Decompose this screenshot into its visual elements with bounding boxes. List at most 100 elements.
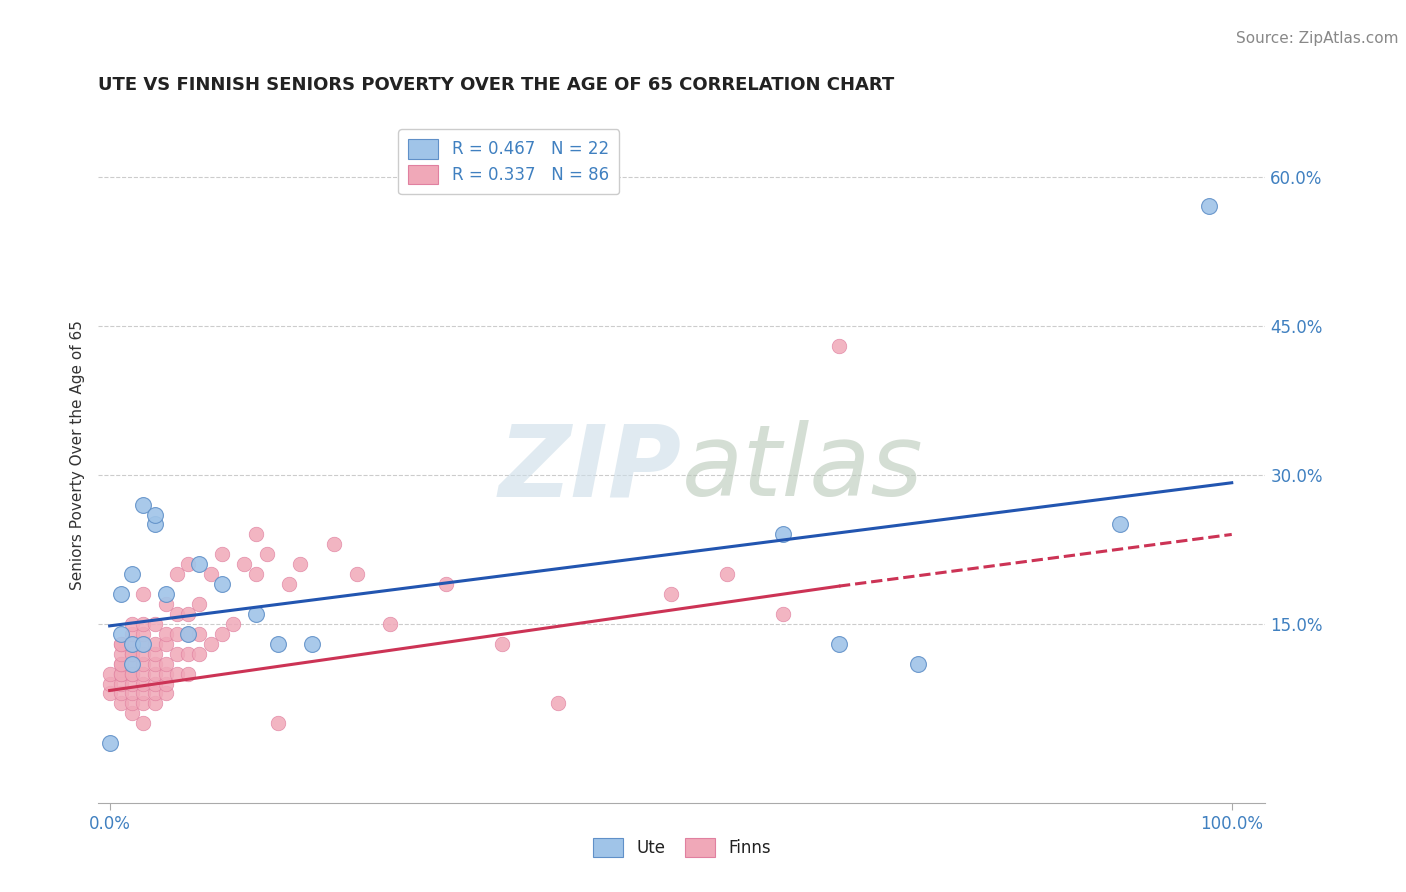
Point <box>155 597 177 611</box>
Point <box>245 527 267 541</box>
Point <box>222 616 245 631</box>
Point <box>143 666 166 681</box>
Point <box>267 637 290 651</box>
Point <box>132 676 155 690</box>
Point <box>143 637 166 651</box>
Point <box>716 567 738 582</box>
Point <box>188 627 211 641</box>
Point <box>143 686 166 700</box>
Point <box>211 577 233 591</box>
Point <box>121 637 143 651</box>
Point <box>1108 517 1130 532</box>
Text: Source: ZipAtlas.com: Source: ZipAtlas.com <box>1236 31 1399 46</box>
Point <box>188 597 211 611</box>
Point <box>121 657 143 671</box>
Point <box>143 697 166 711</box>
Point <box>323 537 346 551</box>
Point <box>155 676 177 690</box>
Point <box>121 697 143 711</box>
Text: ZIP: ZIP <box>499 420 682 517</box>
Point <box>434 577 457 591</box>
Point <box>772 607 794 621</box>
Point <box>121 666 143 681</box>
Point <box>155 686 177 700</box>
Point <box>200 567 222 582</box>
Point <box>166 607 188 621</box>
Point <box>98 686 121 700</box>
Point <box>200 637 222 651</box>
Point <box>166 666 188 681</box>
Point <box>177 647 200 661</box>
Point <box>828 338 851 352</box>
Point <box>143 517 166 532</box>
Point <box>177 558 200 572</box>
Point <box>121 706 143 721</box>
Point <box>132 637 155 651</box>
Point <box>143 508 166 522</box>
Point <box>132 697 155 711</box>
Point <box>772 527 794 541</box>
Text: UTE VS FINNISH SENIORS POVERTY OVER THE AGE OF 65 CORRELATION CHART: UTE VS FINNISH SENIORS POVERTY OVER THE … <box>98 77 894 95</box>
Point <box>177 627 200 641</box>
Point <box>245 607 267 621</box>
Point <box>177 627 200 641</box>
Point <box>132 657 155 671</box>
Point <box>121 616 143 631</box>
Point <box>155 666 177 681</box>
Point <box>245 567 267 582</box>
Y-axis label: Seniors Poverty Over the Age of 65: Seniors Poverty Over the Age of 65 <box>70 320 86 590</box>
Point <box>659 587 682 601</box>
Point <box>110 637 132 651</box>
Point <box>110 657 132 671</box>
Point <box>121 647 143 661</box>
Point <box>143 616 166 631</box>
Point <box>110 676 132 690</box>
Point <box>278 577 301 591</box>
Point <box>132 616 155 631</box>
Point <box>98 666 121 681</box>
Point <box>233 558 256 572</box>
Point <box>166 647 188 661</box>
Point <box>132 627 155 641</box>
Point <box>110 647 132 661</box>
Point <box>211 627 233 641</box>
Point <box>121 657 143 671</box>
Point <box>211 547 233 561</box>
Point <box>155 587 177 601</box>
Point <box>256 547 278 561</box>
Point <box>132 498 155 512</box>
Point <box>177 607 200 621</box>
Point <box>143 657 166 671</box>
Point <box>132 637 155 651</box>
Point <box>267 716 290 731</box>
Point <box>177 666 200 681</box>
Point <box>121 676 143 690</box>
Point <box>110 666 132 681</box>
Point <box>132 587 155 601</box>
Point <box>132 666 155 681</box>
Point <box>110 686 132 700</box>
Point <box>110 587 132 601</box>
Point <box>110 637 132 651</box>
Text: atlas: atlas <box>682 420 924 517</box>
Point <box>491 637 513 651</box>
Point <box>98 736 121 750</box>
Point <box>110 657 132 671</box>
Point <box>132 716 155 731</box>
Point <box>547 697 569 711</box>
Point <box>110 666 132 681</box>
Point <box>121 647 143 661</box>
Point <box>155 627 177 641</box>
Point <box>155 637 177 651</box>
Legend: Ute, Finns: Ute, Finns <box>586 831 778 864</box>
Point <box>110 697 132 711</box>
Point <box>380 616 402 631</box>
Point <box>143 676 166 690</box>
Point <box>290 558 312 572</box>
Point <box>1198 199 1220 213</box>
Point <box>98 676 121 690</box>
Point <box>155 657 177 671</box>
Point <box>121 567 143 582</box>
Point <box>132 647 155 661</box>
Point <box>121 686 143 700</box>
